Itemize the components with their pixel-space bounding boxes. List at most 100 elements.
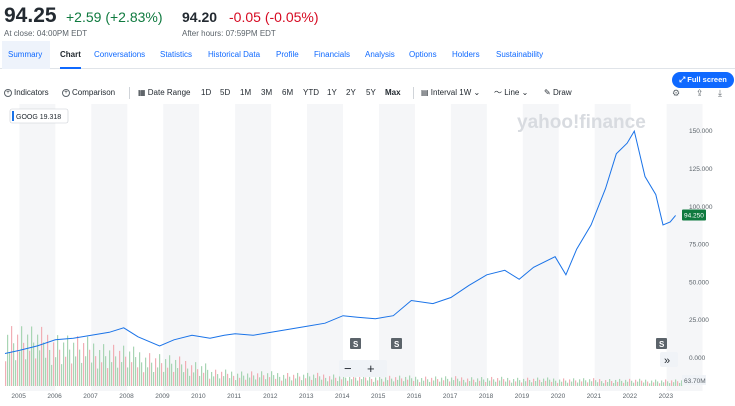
y-tick-label: 25.000 xyxy=(689,317,709,324)
zoom-in-button[interactable]: + xyxy=(367,361,375,376)
volume-bar xyxy=(149,353,151,386)
volume-bar xyxy=(617,381,619,386)
volume-bar xyxy=(371,378,373,386)
tab-holders[interactable]: Holders xyxy=(452,50,480,59)
volume-bar xyxy=(17,334,19,386)
volume-bar xyxy=(143,372,145,386)
range-1m[interactable]: 1M xyxy=(240,88,252,97)
tab-financials[interactable]: Financials xyxy=(314,50,351,59)
volume-bar xyxy=(231,371,233,386)
full-screen-button[interactable]: ⤢ Full screen xyxy=(672,72,734,88)
volume-bar xyxy=(351,379,353,386)
volume-bar xyxy=(287,372,289,386)
volume-bar xyxy=(71,363,73,386)
volume-bar xyxy=(635,379,637,386)
year-band xyxy=(522,104,559,391)
range-2y[interactable]: 2Y xyxy=(346,88,356,97)
volume-bar xyxy=(643,382,645,386)
volume-bar xyxy=(639,378,641,386)
range-max[interactable]: Max xyxy=(385,88,401,97)
volume-bar xyxy=(535,381,537,386)
range-5d[interactable]: 5D xyxy=(220,88,231,97)
volume-bar xyxy=(503,379,505,386)
volume-bar xyxy=(15,360,17,386)
volume-bar xyxy=(585,380,587,386)
volume-bar xyxy=(481,377,483,386)
volume-bar xyxy=(545,380,547,386)
line-type-button[interactable]: 〜 Line ⌄ xyxy=(494,88,529,97)
volume-bar xyxy=(329,376,331,386)
split-marker[interactable]: S xyxy=(656,338,667,349)
range-ytd[interactable]: YTD xyxy=(303,88,319,97)
volume-bar xyxy=(301,380,303,386)
tab-options[interactable]: Options xyxy=(409,50,437,59)
volume-bar xyxy=(531,382,533,386)
zoom-out-button[interactable]: − xyxy=(344,361,352,376)
year-band xyxy=(450,104,487,391)
draw-button[interactable]: ✎ Draw xyxy=(544,88,572,97)
volume-bar xyxy=(115,356,117,386)
tab-sustainability[interactable]: Sustainability xyxy=(496,50,544,59)
tab-conversations[interactable]: Conversations xyxy=(94,50,146,59)
year-band xyxy=(91,104,128,391)
volume-bar xyxy=(121,362,123,386)
volume-bar xyxy=(441,377,443,386)
x-tick-label: 2008 xyxy=(119,393,134,400)
split-marker[interactable]: S xyxy=(391,338,402,349)
range-5y[interactable]: 5Y xyxy=(366,88,376,97)
volume-bar xyxy=(377,380,379,386)
x-tick-label: 2023 xyxy=(659,393,674,400)
tab-historical-data[interactable]: Historical Data xyxy=(208,50,261,59)
settings-icon[interactable]: ⚙ xyxy=(672,88,681,98)
volume-bar xyxy=(315,378,317,386)
comparison-button[interactable]: + Comparison xyxy=(62,84,115,102)
volume-bar xyxy=(419,382,421,386)
close-time: At close: 04:00PM EDT xyxy=(4,29,88,38)
volume-bar xyxy=(521,382,523,386)
range-3m[interactable]: 3M xyxy=(261,88,273,97)
volume-bar xyxy=(291,380,293,386)
tab-statistics[interactable]: Statistics xyxy=(160,50,193,59)
tab-summary[interactable]: Summary xyxy=(2,41,50,69)
volume-bar xyxy=(605,380,607,386)
volume-bar xyxy=(113,344,115,386)
range-6m[interactable]: 6M xyxy=(282,88,294,97)
volume-bar xyxy=(173,371,175,386)
volume-bar xyxy=(63,342,65,386)
tab-chart[interactable]: Chart xyxy=(60,41,81,69)
volume-bar xyxy=(155,358,157,386)
volume-bar xyxy=(433,380,435,386)
volume-bar xyxy=(179,356,181,386)
download-icon[interactable]: ⤓ xyxy=(718,88,722,98)
range-1y[interactable]: 1Y xyxy=(327,88,337,97)
scroll-right-button[interactable]: » xyxy=(660,352,678,367)
x-tick-label: 2012 xyxy=(263,393,278,400)
price-chart[interactable]: 150.000 125.000 100.000 75.000 50.000 25.000 0… xyxy=(2,104,735,401)
share-icon[interactable]: ⇪ xyxy=(696,88,704,98)
volume-bar xyxy=(467,378,469,386)
volume-bar xyxy=(567,382,569,386)
volume-bar xyxy=(247,373,249,386)
volume-bar xyxy=(49,349,51,386)
tab-profile[interactable]: Profile xyxy=(276,50,299,59)
volume-bar xyxy=(9,352,11,386)
volume-bar xyxy=(625,379,627,386)
split-marker[interactable]: S xyxy=(350,338,361,349)
volume-bar xyxy=(583,378,585,386)
x-tick-label: 2015 xyxy=(371,393,386,400)
legend-value: 19.318 xyxy=(40,114,62,121)
interval-button[interactable]: ▤ Interval 1W ⌄ xyxy=(421,88,481,97)
range-1d[interactable]: 1D xyxy=(201,88,212,97)
volume-bar xyxy=(359,376,361,386)
volume-bar xyxy=(405,376,407,386)
tab-analysis[interactable]: Analysis xyxy=(365,50,395,59)
volume-bar xyxy=(53,342,55,386)
indicators-button[interactable]: + Indicators xyxy=(4,84,49,102)
volume-tag: 63.70M xyxy=(682,375,706,385)
volume-bar xyxy=(229,378,231,386)
pencil-icon: ✎ xyxy=(544,88,553,97)
volume-bar xyxy=(557,382,559,386)
after-hours-time: After hours: 07:59PM EDT xyxy=(182,29,276,38)
date-range-button[interactable]: ▦ Date Range xyxy=(138,88,191,97)
volume-bar xyxy=(349,376,351,386)
